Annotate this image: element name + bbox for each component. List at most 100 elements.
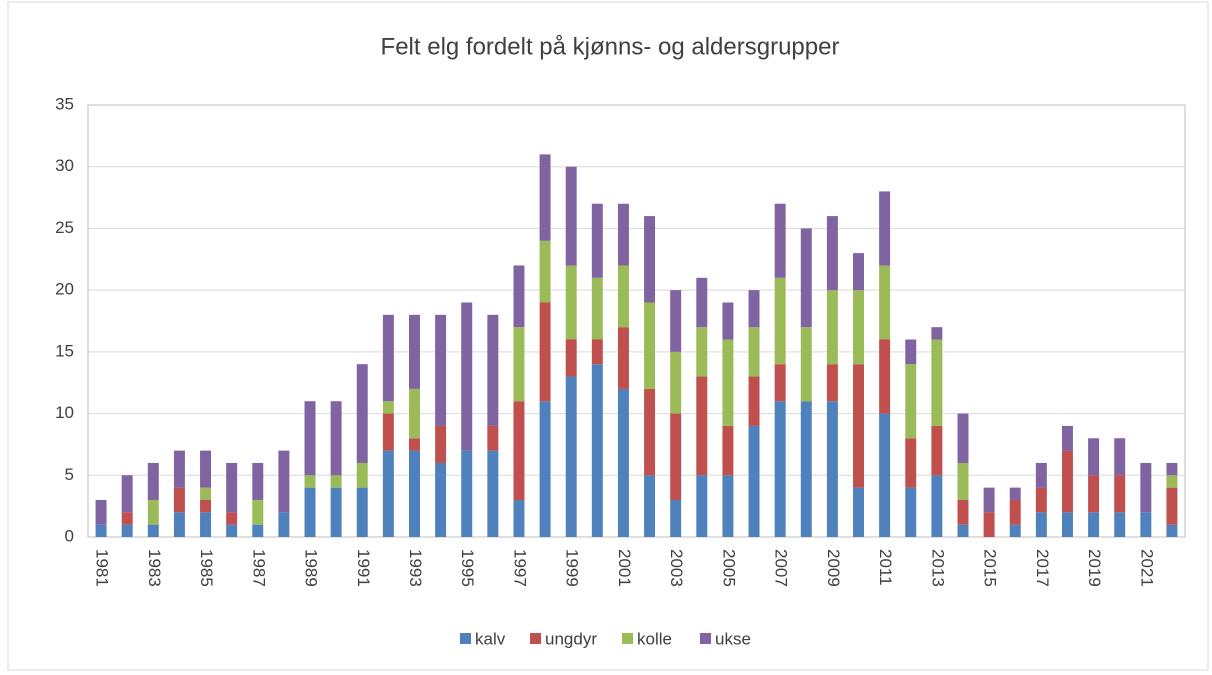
- bar-segment: [200, 512, 212, 537]
- bar-segment: [200, 487, 212, 500]
- x-tick-label: 2021: [1137, 549, 1156, 587]
- bar-segment: [121, 512, 133, 525]
- bar-segment: [565, 265, 577, 340]
- x-tick-label: 2013: [928, 549, 947, 587]
- bar-segment: [670, 499, 682, 537]
- bar-segment: [905, 438, 917, 488]
- bar-segment: [200, 499, 212, 513]
- plot-frame: [87, 104, 1186, 538]
- bar-segment: [356, 364, 368, 463]
- bar-segment: [957, 413, 969, 463]
- x-tick-label: 1993: [406, 549, 425, 587]
- bar-segment: [1140, 512, 1152, 537]
- bar-segment: [409, 314, 420, 389]
- legend-label: ungdyr: [545, 629, 597, 648]
- bar-segment: [565, 339, 577, 377]
- bar-segment: [173, 512, 185, 537]
- bar-segment: [957, 499, 969, 525]
- bar-segment: [696, 327, 708, 377]
- bar-segment: [147, 499, 159, 525]
- bar-segment: [539, 401, 551, 537]
- bar-segment: [252, 499, 264, 525]
- bar-segment: [513, 401, 525, 500]
- bar-segment: [931, 327, 943, 340]
- bar-segment: [800, 401, 812, 537]
- bar-segment: [644, 302, 656, 389]
- bar-segment: [382, 314, 394, 402]
- bar-segment: [774, 364, 786, 402]
- bar-segment: [931, 339, 943, 426]
- bar-segment: [147, 462, 159, 500]
- bar-segment: [826, 216, 838, 291]
- bar-segment: [591, 277, 603, 340]
- bar-segment: [800, 327, 812, 402]
- bar-segment: [748, 327, 760, 377]
- chart-title: Felt elg fordelt på kjønns- og aldersgru…: [381, 33, 840, 60]
- bar-segment: [617, 203, 629, 266]
- bar-segment: [879, 339, 891, 414]
- bar-segment: [1088, 475, 1100, 513]
- x-tick-label: 1999: [563, 549, 582, 587]
- x-tick-label: 2003: [667, 549, 686, 587]
- y-tick-label: 5: [65, 465, 74, 484]
- x-tick-label: 1983: [145, 549, 164, 587]
- bar-segment: [722, 339, 734, 426]
- bar-segment: [356, 487, 368, 537]
- bar-segment: [983, 487, 995, 513]
- bar-segment: [382, 450, 394, 537]
- bar-segment: [774, 277, 786, 365]
- bar-segment: [957, 462, 969, 500]
- bar-segment: [905, 364, 917, 439]
- bar-segment: [95, 499, 107, 525]
- bar-segment: [931, 425, 943, 476]
- bar-segment: [905, 339, 917, 365]
- x-tick-label: 1987: [249, 549, 268, 587]
- bar-segment: [1166, 524, 1178, 537]
- y-tick-label: 35: [55, 94, 74, 113]
- bar-segment: [356, 462, 368, 488]
- bar-segment: [226, 524, 238, 537]
- bar-segment: [722, 302, 734, 340]
- bar-segment: [696, 475, 708, 537]
- bar-segment: [670, 351, 682, 414]
- legend-swatch: [622, 633, 633, 644]
- bar-segment: [487, 425, 499, 451]
- bar-segment: [748, 425, 760, 537]
- bar-segment: [304, 401, 316, 476]
- legend-label: kolle: [637, 629, 672, 648]
- bar-segment: [252, 462, 264, 500]
- bar-segment: [435, 314, 447, 426]
- x-tick-label: 2015: [981, 549, 1000, 587]
- bar-segment: [539, 302, 551, 402]
- bar-segment: [931, 475, 943, 537]
- bar-segment: [879, 265, 891, 340]
- bar-segment: [330, 475, 342, 488]
- legend-label: ukse: [715, 629, 751, 648]
- bar-segment: [1114, 512, 1126, 537]
- bar-segment: [1114, 438, 1126, 476]
- bar-segment: [853, 290, 864, 365]
- bar-segment: [826, 401, 838, 537]
- legend-swatch: [700, 633, 711, 644]
- bar-segment: [644, 388, 656, 476]
- bar-segment: [696, 376, 708, 476]
- bar-segment: [304, 475, 316, 488]
- bar-segment: [644, 475, 656, 537]
- bar-segment: [487, 450, 499, 537]
- bar-segment: [513, 265, 525, 328]
- bar-segment: [617, 388, 629, 537]
- x-tick-label: 2007: [772, 549, 791, 587]
- bar-segment: [539, 154, 551, 241]
- x-tick-label: 1991: [354, 549, 373, 587]
- bar-segment: [1166, 487, 1178, 525]
- x-tick-label: 2011: [876, 549, 895, 586]
- bar-segment: [173, 450, 185, 488]
- bar-segment: [409, 388, 420, 439]
- bar-segment: [617, 265, 629, 328]
- bar-segment: [696, 277, 708, 328]
- x-tick-label: 1995: [458, 549, 477, 587]
- bar-segment: [1166, 475, 1178, 488]
- bar-segment: [513, 327, 525, 402]
- bar-segment: [826, 364, 838, 402]
